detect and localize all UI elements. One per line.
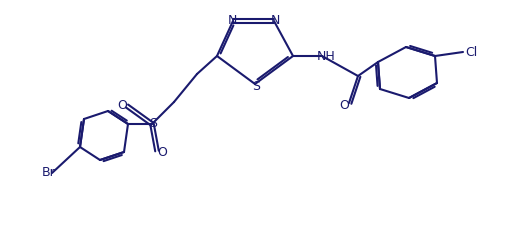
Text: NH: NH xyxy=(316,49,335,62)
Text: S: S xyxy=(252,79,260,92)
Text: O: O xyxy=(117,99,127,112)
Text: Cl: Cl xyxy=(465,45,477,58)
Text: N: N xyxy=(270,14,280,27)
Text: N: N xyxy=(227,14,237,27)
Text: S: S xyxy=(149,117,157,130)
Text: O: O xyxy=(157,146,167,159)
Text: Br: Br xyxy=(42,166,56,179)
Text: O: O xyxy=(339,99,349,112)
